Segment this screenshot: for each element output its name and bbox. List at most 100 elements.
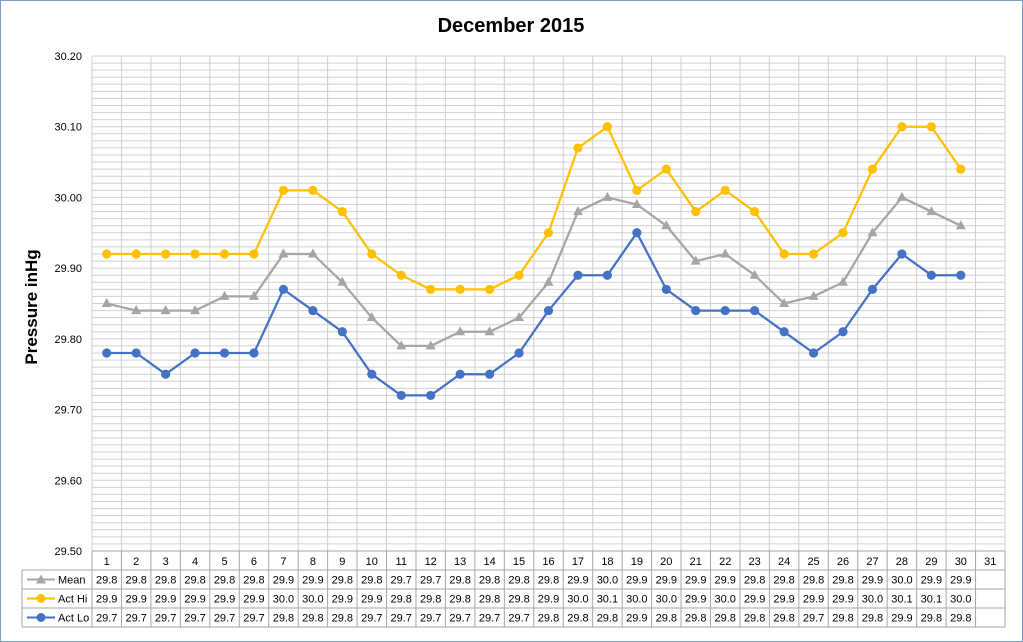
data-point [897, 249, 907, 259]
data-point [337, 327, 347, 337]
x-tick-label: 4 [192, 556, 198, 568]
data-point [190, 249, 200, 259]
table-cell: 29.9 [862, 575, 883, 587]
table-cell: 29.8 [832, 613, 853, 625]
data-point [514, 348, 524, 358]
y-tick-label: 29.60 [54, 475, 82, 487]
y-axis-ticks: 29.50 29.60 29.70 29.80 29.90 30.00 30.10 30.20 [54, 51, 82, 558]
table-cell: 29.9 [744, 594, 765, 606]
data-point [779, 327, 789, 337]
data-point [131, 249, 141, 259]
table-cell: 29.9 [361, 594, 382, 606]
y-axis-label: Pressure inHg [22, 249, 41, 364]
table-cell: 29.9 [302, 575, 323, 587]
x-tick-label: 30 [955, 556, 967, 568]
table-cell: 29.8 [361, 575, 382, 587]
data-point [838, 327, 848, 337]
data-point [867, 164, 878, 174]
table-cell: 29.8 [184, 575, 205, 587]
data-point [955, 220, 966, 230]
data-point [926, 270, 936, 280]
table-cell: 29.9 [214, 594, 235, 606]
data-point [455, 326, 466, 336]
legend-key-marker [36, 613, 46, 622]
table-cell: 29.9 [685, 594, 706, 606]
data-point [720, 248, 731, 258]
table-cell: 29.8 [449, 575, 470, 587]
table-cell: 30.0 [597, 575, 618, 587]
x-tick-label: 3 [163, 556, 169, 568]
x-tick-label: 20 [660, 556, 672, 568]
data-point [514, 312, 525, 322]
x-tick-label: 24 [778, 556, 790, 568]
data-point [572, 206, 583, 216]
data-point [602, 270, 613, 280]
table-cell: 29.8 [273, 613, 294, 625]
y-tick-label: 30.00 [54, 192, 82, 204]
chart-title: December 2015 [438, 15, 585, 37]
table-cell: 29.9 [243, 594, 264, 606]
data-point [661, 164, 671, 174]
table-cell: 29.8 [685, 613, 706, 625]
x-tick-label: 13 [454, 556, 466, 568]
table-cell: 29.9 [273, 575, 294, 587]
table-cell: 29.8 [538, 575, 559, 587]
table-cell: 29.8 [656, 613, 677, 625]
table-cell: 29.7 [479, 613, 500, 625]
table-cell: 29.8 [803, 575, 824, 587]
table-cell: 29.9 [891, 613, 912, 625]
data-point [867, 284, 878, 294]
data-point [396, 390, 406, 401]
data-point [691, 305, 701, 316]
data-point [632, 228, 642, 238]
data-point [808, 249, 819, 259]
data-point [131, 305, 142, 315]
x-tick-label: 18 [601, 556, 613, 568]
data-point [602, 191, 613, 201]
table-cell: 29.9 [773, 594, 794, 606]
data-point [484, 326, 495, 336]
data-point [248, 290, 259, 300]
table-cell: 29.7 [214, 613, 235, 625]
table-cell: 29.9 [538, 594, 559, 606]
data-point [838, 228, 848, 238]
data-point [956, 270, 966, 280]
table-cell: 30.0 [567, 594, 588, 606]
table-cell: 29.8 [449, 594, 470, 606]
data-point [131, 348, 141, 358]
table-cell: 29.9 [626, 613, 647, 625]
data-point [543, 305, 554, 316]
legend-label: Mean [58, 575, 86, 587]
data-point [808, 290, 819, 300]
table-cell: 29.9 [803, 594, 824, 606]
data-point [543, 228, 554, 238]
x-tick-label: 10 [366, 556, 378, 568]
table-cell: 29.8 [744, 575, 765, 587]
x-tick-label: 16 [542, 556, 554, 568]
series-line [106, 196, 962, 348]
data-point [484, 284, 495, 294]
data-point [426, 284, 436, 294]
table-cell: 29.9 [125, 594, 146, 606]
data-point [897, 122, 907, 132]
table-cell: 29.7 [361, 613, 382, 625]
table-cell: 30.1 [921, 594, 942, 606]
x-tick-label: 7 [280, 556, 286, 568]
x-tick-label: 23 [749, 556, 761, 568]
x-tick-label: 17 [572, 556, 584, 568]
x-tick-label: 14 [483, 556, 495, 568]
data-point [750, 305, 760, 316]
table-cell: 29.9 [714, 575, 735, 587]
data-point [219, 249, 230, 259]
y-tick-label: 29.80 [54, 334, 82, 346]
data-point [602, 122, 613, 132]
data-point [425, 340, 436, 350]
x-tick-label: 5 [221, 556, 227, 568]
x-tick-label: 9 [339, 556, 345, 568]
table-cell: 29.7 [391, 613, 412, 625]
table-cell: 29.9 [96, 594, 117, 606]
data-point [661, 220, 672, 230]
table-cell: 29.7 [184, 613, 205, 625]
